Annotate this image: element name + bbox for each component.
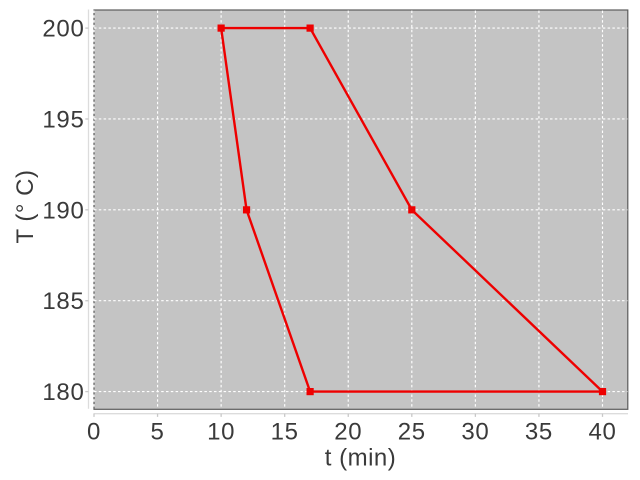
svg-text:t (min): t (min) (325, 445, 397, 472)
svg-text:25: 25 (398, 418, 426, 445)
svg-text:T (° C): T (° C) (12, 170, 39, 244)
svg-text:5: 5 (151, 418, 165, 445)
svg-text:15: 15 (271, 418, 299, 445)
svg-text:30: 30 (461, 418, 489, 445)
svg-text:35: 35 (525, 418, 553, 445)
svg-text:190: 190 (42, 197, 84, 224)
svg-text:20: 20 (334, 418, 362, 445)
svg-text:180: 180 (42, 379, 84, 406)
svg-text:10: 10 (207, 418, 235, 445)
svg-text:185: 185 (42, 288, 84, 315)
svg-text:0: 0 (87, 418, 101, 445)
svg-text:40: 40 (588, 418, 616, 445)
svg-text:195: 195 (42, 106, 84, 133)
svg-text:200: 200 (42, 16, 84, 43)
